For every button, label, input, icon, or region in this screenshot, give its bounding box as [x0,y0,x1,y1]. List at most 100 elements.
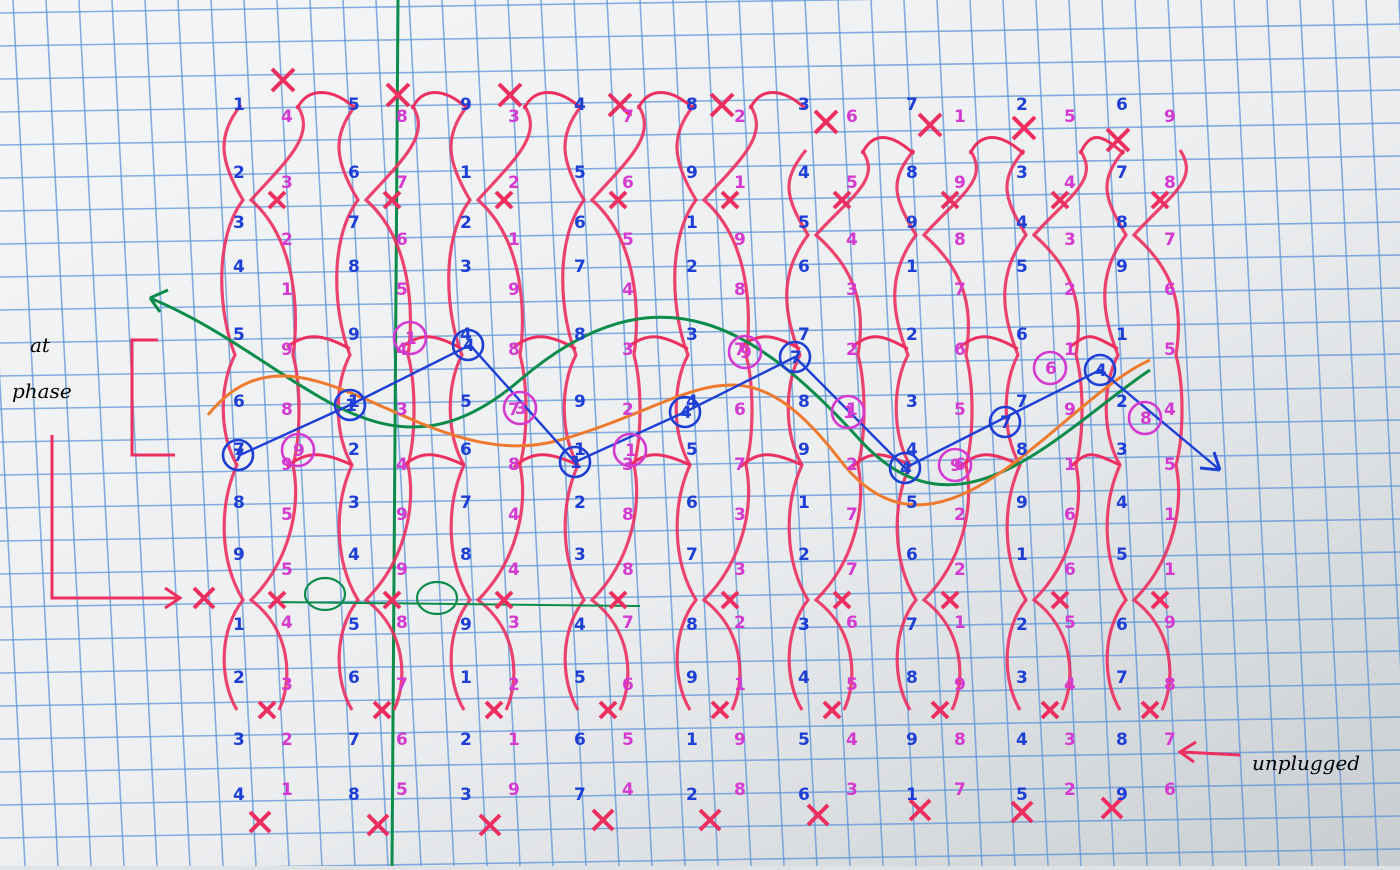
strand-left [447,104,472,711]
digit-label: 4 [846,730,858,750]
digit-label: 1 [906,785,918,805]
cross-mark [940,190,960,210]
grid-hline [0,221,1400,245]
digit-label: 5 [1164,455,1176,475]
strand-arch [959,335,1019,351]
digit-label: 8 [396,107,408,127]
digit-label: 2 [846,340,858,360]
grid-vline [1167,0,1214,867]
orange-wave [206,358,1151,507]
digit-label: 4 [348,545,360,565]
circled-digit: 4 [680,403,692,423]
green-vertical-line [390,0,400,867]
cross-mark [494,590,514,610]
strand-arch [627,453,691,469]
digit-label: 6 [846,107,858,127]
digit-label: 7 [954,280,966,300]
cross-mark [382,590,402,610]
digit-label: 5 [1116,545,1128,565]
digit-label: 9 [906,730,918,750]
circled-digit: 1 [345,396,357,416]
circled-digit: 1 [570,453,582,473]
digit-label: 6 [574,213,586,233]
magenta-ring [830,394,866,430]
grid-hline [0,518,1400,542]
strand-right [475,104,532,711]
cross-mark [608,190,628,210]
circled-digit: 9 [740,343,752,363]
phase-note-bottom: phase [12,379,72,403]
strand-left [1003,149,1028,711]
digit-label: 5 [348,615,360,635]
cross-mark [478,813,502,837]
blue-ring [668,395,702,429]
digit-label: 5 [396,280,408,300]
digit-label: 7 [906,95,918,115]
digit-label: 5 [460,392,472,412]
digit-label: 4 [574,615,586,635]
grid-vline [870,0,917,867]
grid-vline [1332,0,1379,867]
digit-label: 6 [954,340,966,360]
digit-label: 8 [233,493,245,513]
cross-mark [1100,796,1124,820]
digit-label: 1 [846,400,858,420]
digit-label: 3 [622,340,634,360]
digit-label: 3 [508,613,520,633]
digit-label: 5 [1164,340,1176,360]
blue-ring [888,451,922,485]
digit-label: 5 [1016,785,1028,805]
grid-vline [342,0,389,867]
grid-hline [0,287,1400,311]
grid-vline [936,0,983,867]
cross-mark [832,190,852,210]
digit-label: 5 [1016,257,1028,277]
digit-label: 9 [396,560,408,580]
digit-label: 1 [1064,455,1076,475]
cross-mark [248,810,272,834]
cross-mark [270,67,296,93]
cross-mark [385,82,411,108]
strand-left [785,149,810,711]
digit-label: 5 [846,675,858,695]
digit-label: 5 [281,505,293,525]
digit-label: 6 [396,230,408,250]
strand-arch [860,136,916,156]
digit-label: 2 [460,213,472,233]
digit-label: 1 [1064,340,1076,360]
cross-mark [1150,590,1170,610]
strand-arch [410,91,470,111]
digit-label: 5 [686,440,698,460]
digit-label: 5 [622,730,634,750]
strand-left [561,104,586,711]
digit-label: 2 [1016,95,1028,115]
digit-label: 2 [508,173,520,193]
digit-label: 2 [954,560,966,580]
digit-label: 9 [396,505,408,525]
cross-mark [497,82,523,108]
digit-label: 5 [846,173,858,193]
grid-hline [0,617,1400,641]
strand-right [248,104,305,711]
digit-label: 8 [622,560,634,580]
digit-label: 1 [508,230,520,250]
digit-label: 5 [798,213,810,233]
digit-label: 1 [686,730,698,750]
circled-digit: 1 [843,403,855,423]
strand-arch [286,453,353,469]
digit-label: 5 [348,95,360,115]
digit-label: 5 [906,493,918,513]
digit-label: 4 [574,95,586,115]
digit-label: 5 [281,560,293,580]
strand-left [220,104,245,711]
digit-label: 1 [233,615,245,635]
digit-label: 3 [798,95,810,115]
digit-label: 7 [954,780,966,800]
digit-label: 3 [846,280,858,300]
digit-label: 3 [574,545,586,565]
digit-label: 9 [906,213,918,233]
digit-label: 4 [846,230,858,250]
digit-label: 3 [233,730,245,750]
digit-label: 8 [460,545,472,565]
circled-digit: 1 [405,329,417,349]
